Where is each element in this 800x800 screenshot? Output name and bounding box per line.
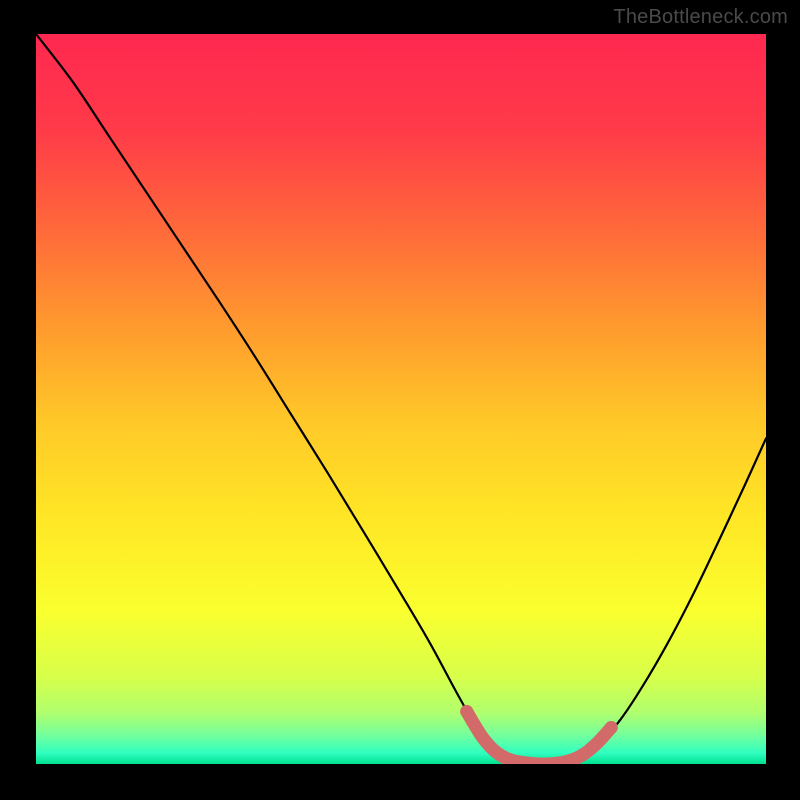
bottleneck-curve: [36, 34, 766, 764]
plot-frame: [36, 34, 766, 764]
highlight-band: [36, 34, 766, 764]
root: TheBottleneck.com: [0, 0, 800, 800]
watermark-text: TheBottleneck.com: [613, 6, 788, 29]
plot-area: [36, 34, 766, 764]
